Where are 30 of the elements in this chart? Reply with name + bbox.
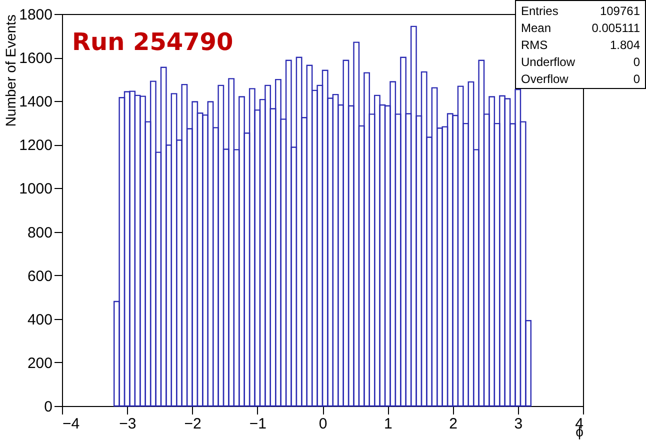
y-tick-label: 1400: [19, 94, 52, 111]
y-tick-label: 400: [27, 311, 52, 328]
x-tick-label: 2: [449, 416, 458, 432]
y-tick-label: 1000: [19, 180, 52, 198]
x-tick-label: −2: [184, 416, 202, 432]
x-tick-label: 0: [318, 416, 328, 432]
y-tick-label: 200: [27, 354, 52, 372]
y-tick-label: 1200: [19, 137, 52, 154]
y-tick-label: 600: [27, 268, 52, 285]
text: 1.804: [610, 38, 640, 52]
y-tick-label: 0: [44, 398, 52, 416]
annotation: Run 254790: [72, 28, 234, 56]
text: 109761: [600, 4, 640, 18]
x-tick-label: −3: [119, 416, 136, 432]
y-axis-title: Number of Events: [2, 14, 18, 127]
x-tick-label: 3: [514, 416, 523, 432]
text: 0: [633, 55, 640, 69]
x-tick-label: −4: [62, 416, 80, 432]
annotation: Overflow: [521, 72, 568, 86]
text: 0: [633, 72, 640, 86]
y-tick-label: 1800: [19, 6, 52, 24]
x-tick-label: 1: [384, 416, 392, 432]
y-tick-label: 800: [27, 224, 52, 242]
annotation: RMS: [521, 38, 548, 52]
annotation: Mean: [521, 21, 552, 35]
y-tick-label: 1600: [19, 50, 52, 68]
annotation: Entries: [521, 4, 558, 18]
annotation: Underflow: [521, 55, 576, 69]
x-tick-label: −1: [249, 416, 266, 432]
text: 0.005111: [592, 21, 640, 35]
